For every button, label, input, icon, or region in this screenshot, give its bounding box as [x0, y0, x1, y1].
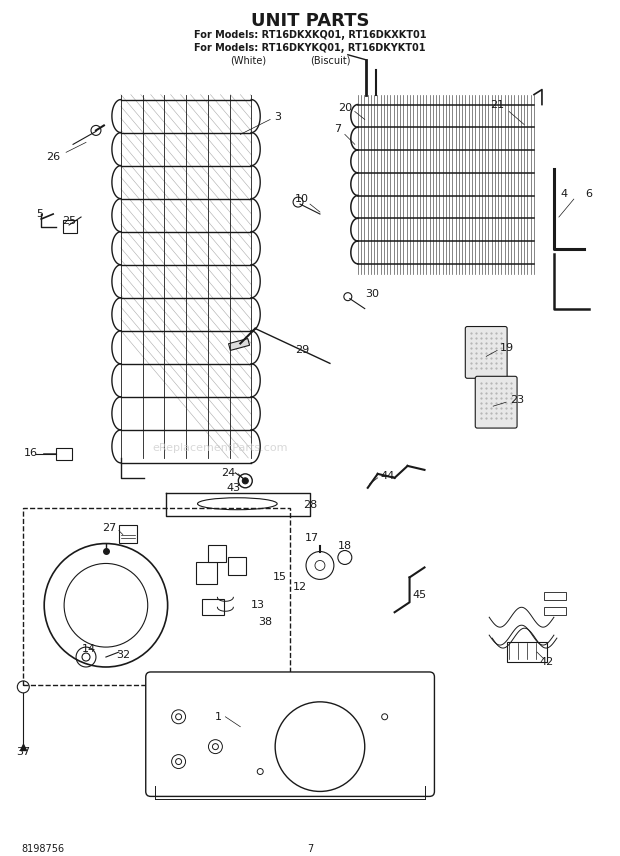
Text: 29: 29: [295, 346, 309, 355]
Bar: [119, 525, 137, 543]
Text: 25: 25: [62, 216, 76, 226]
Text: 8198756: 8198756: [21, 844, 64, 854]
Text: 17: 17: [305, 532, 319, 543]
Text: For Models: RT16DKYKQ01, RT16DKYKT01: For Models: RT16DKYKQ01, RT16DKYKT01: [194, 43, 426, 53]
Text: 4: 4: [560, 189, 567, 199]
Text: 7: 7: [307, 844, 313, 854]
Bar: [195, 562, 218, 585]
Text: 45: 45: [412, 591, 427, 600]
Text: UNIT PARTS: UNIT PARTS: [250, 12, 370, 30]
Text: 1: 1: [215, 712, 222, 722]
Text: 15: 15: [273, 573, 287, 582]
Text: 3: 3: [275, 112, 281, 122]
Circle shape: [242, 478, 248, 484]
Text: 14: 14: [82, 644, 96, 654]
Bar: [121, 94, 251, 458]
Text: 23: 23: [510, 395, 524, 405]
Text: 37: 37: [16, 746, 30, 757]
Bar: [24, 508, 290, 685]
Text: eReplacementParts.com: eReplacementParts.com: [153, 443, 288, 453]
Text: 18: 18: [338, 540, 352, 550]
Bar: [203, 599, 224, 615]
Text: 21: 21: [490, 99, 504, 110]
Text: 42: 42: [540, 657, 554, 667]
Text: 5: 5: [36, 209, 43, 219]
Text: 16: 16: [24, 448, 38, 458]
Text: For Models: RT16DKXKQ01, RT16DKXKT01: For Models: RT16DKXKQ01, RT16DKXKT01: [193, 30, 427, 40]
Text: 44: 44: [381, 471, 395, 481]
Text: (White): (White): [230, 56, 267, 66]
Text: 38: 38: [258, 617, 272, 627]
Text: 19: 19: [500, 343, 514, 354]
Bar: [507, 642, 547, 662]
Text: 6: 6: [585, 189, 592, 199]
Bar: [229, 338, 250, 350]
Bar: [228, 557, 246, 575]
Text: 10: 10: [295, 194, 309, 204]
Bar: [544, 592, 566, 600]
Text: 7: 7: [334, 124, 342, 134]
Text: 13: 13: [251, 600, 265, 610]
Text: (Biscuit): (Biscuit): [309, 56, 350, 66]
FancyBboxPatch shape: [146, 672, 435, 796]
Text: 26: 26: [46, 152, 60, 163]
Text: 20: 20: [338, 103, 352, 112]
FancyBboxPatch shape: [465, 326, 507, 378]
Text: 24: 24: [221, 468, 236, 478]
Text: 43: 43: [226, 483, 241, 493]
Text: 27: 27: [102, 523, 116, 532]
Text: 12: 12: [293, 582, 307, 592]
Bar: [63, 220, 77, 233]
Bar: [56, 448, 72, 460]
Text: 28: 28: [303, 500, 317, 509]
FancyBboxPatch shape: [476, 377, 517, 428]
Bar: [208, 544, 226, 562]
Bar: [544, 607, 566, 615]
Text: 32: 32: [116, 650, 130, 660]
Text: 30: 30: [365, 288, 379, 299]
